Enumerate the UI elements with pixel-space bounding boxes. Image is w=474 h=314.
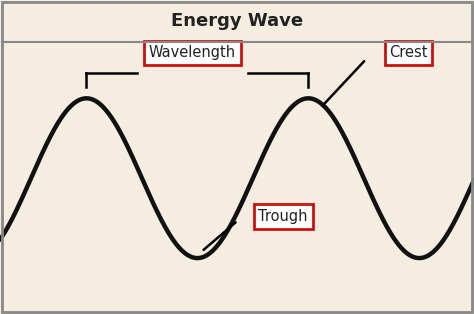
Text: Crest: Crest xyxy=(389,45,428,60)
Text: Energy Wave: Energy Wave xyxy=(171,12,303,30)
Text: Trough: Trough xyxy=(258,209,308,224)
Text: Wavelength: Wavelength xyxy=(149,45,236,60)
